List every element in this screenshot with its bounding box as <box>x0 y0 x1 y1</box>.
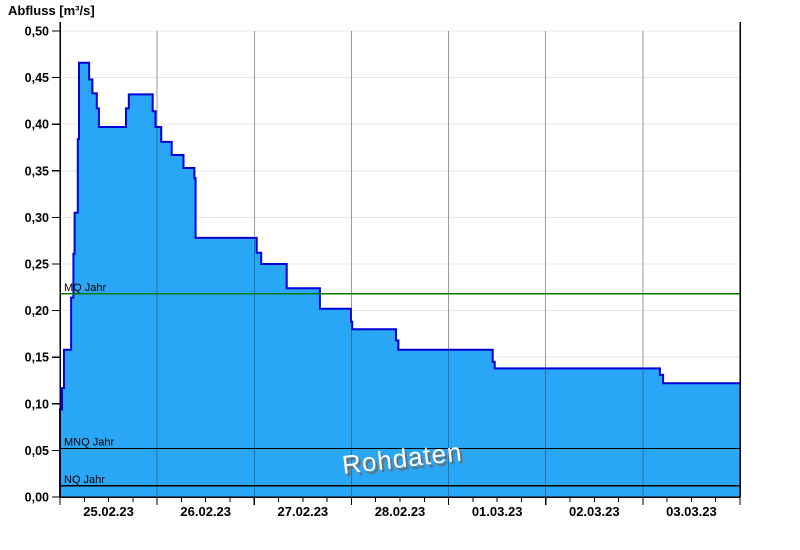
discharge-area <box>60 62 740 497</box>
x-day-label: 28.02.23 <box>375 504 426 519</box>
x-day-label: 25.02.23 <box>83 504 134 519</box>
y-tick-label: 0,25 <box>25 258 49 272</box>
chart-title: Abfluss [m³/s] <box>8 3 95 18</box>
x-day-label: 01.03.23 <box>472 504 523 519</box>
ref-line-label: NQ Jahr <box>64 474 105 486</box>
x-day-label: 27.02.23 <box>278 504 329 519</box>
y-tick-label: 0,45 <box>25 71 49 85</box>
x-day-label: 26.02.23 <box>180 504 231 519</box>
y-tick-label: 0,20 <box>25 304 49 318</box>
y-tick-label: 0,30 <box>25 211 49 225</box>
y-tick-label: 0,15 <box>25 351 49 365</box>
ref-line-label: MQ Jahr <box>64 282 107 294</box>
y-tick-label: 0,50 <box>25 25 49 39</box>
discharge-step-line <box>59 61 740 497</box>
y-tick-label: 0,40 <box>25 118 49 132</box>
x-day-label: 03.03.23 <box>666 504 717 519</box>
y-tick-label: 0,35 <box>25 164 49 178</box>
ref-line-label: MNQ Jahr <box>64 437 114 449</box>
y-tick-label: 0,00 <box>25 491 49 505</box>
y-tick-label: 0,05 <box>25 444 49 458</box>
x-day-label: 02.03.23 <box>569 504 620 519</box>
y-tick-label: 0,10 <box>25 397 49 411</box>
